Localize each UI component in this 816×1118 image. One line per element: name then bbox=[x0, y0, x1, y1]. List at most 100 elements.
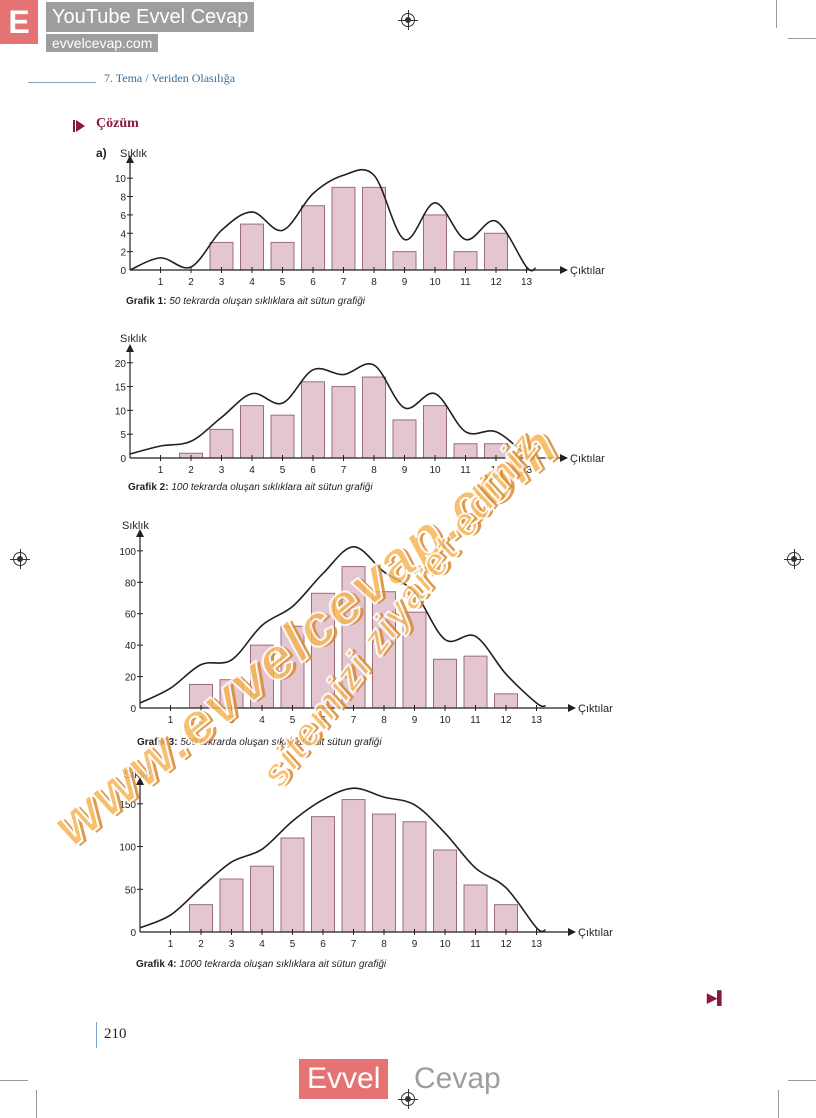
bar-6 bbox=[311, 816, 335, 933]
trend-curve bbox=[129, 363, 536, 458]
y-tick-label: 0 bbox=[130, 704, 136, 715]
x-tick-label: 5 bbox=[280, 277, 286, 288]
caption-label: Grafik 4: bbox=[136, 959, 177, 970]
x-axis-label: Çıktılar bbox=[578, 703, 613, 715]
caption-text: 100 tekrarda oluşan sıklıklara ait sütun… bbox=[171, 482, 373, 493]
x-tick-label: 11 bbox=[470, 715, 481, 726]
bar-3 bbox=[219, 679, 244, 709]
x-tick-label: 9 bbox=[412, 939, 418, 950]
bar-7 bbox=[341, 566, 366, 709]
x-tick-label: 12 bbox=[490, 465, 502, 476]
x-tick-label: 8 bbox=[371, 277, 377, 288]
x-tick-label: 12 bbox=[500, 715, 512, 726]
bar-11 bbox=[463, 655, 488, 709]
x-tick-label: 3 bbox=[219, 465, 225, 476]
bar-4 bbox=[240, 223, 264, 271]
x-tick-label: 7 bbox=[351, 939, 357, 950]
bar-7 bbox=[331, 386, 356, 459]
y-tick-label: 20 bbox=[125, 673, 137, 684]
bar-11 bbox=[463, 884, 488, 933]
page-number: 210 bbox=[104, 1026, 127, 1042]
y-axis-arrow-icon bbox=[136, 777, 144, 785]
bar-8 bbox=[372, 591, 396, 709]
x-tick-label: 5 bbox=[290, 939, 296, 950]
bar-12 bbox=[484, 232, 508, 271]
crop-mark bbox=[0, 1080, 28, 1081]
y-tick-label: 10 bbox=[115, 406, 127, 417]
x-tick-label: 9 bbox=[402, 277, 408, 288]
x-tick-label: 6 bbox=[320, 939, 326, 950]
bar-6 bbox=[301, 381, 325, 459]
y-tick-label: 6 bbox=[120, 211, 126, 222]
registration-mark-icon bbox=[398, 10, 418, 30]
crop-mark bbox=[36, 1090, 37, 1118]
caption-label: Grafik 3: bbox=[137, 737, 178, 748]
x-tick-label: 13 bbox=[531, 715, 543, 726]
x-tick-label: 11 bbox=[470, 939, 481, 950]
chart-caption: Grafik 4: 1000 tekrarda oluşan sıklıklar… bbox=[136, 959, 386, 970]
x-axis-label: Çıktılar bbox=[578, 927, 613, 939]
x-tick-label: 7 bbox=[341, 277, 347, 288]
x-tick-label: 11 bbox=[460, 465, 471, 476]
next-page-icon[interactable]: ▶▌ bbox=[707, 990, 727, 1005]
x-tick-label: 10 bbox=[429, 277, 441, 288]
x-tick-label: 8 bbox=[381, 939, 387, 950]
x-tick-label: 9 bbox=[412, 715, 418, 726]
y-tick-label: 15 bbox=[115, 383, 127, 394]
x-tick-label: 13 bbox=[521, 465, 533, 476]
chart-caption: Grafik 3: 500 tekrarda oluşan sıklıklara… bbox=[137, 737, 382, 748]
bar-10 bbox=[423, 405, 447, 459]
y-tick-label: 8 bbox=[120, 193, 126, 204]
bar-5 bbox=[280, 837, 305, 933]
crop-mark bbox=[776, 0, 777, 28]
bar-3 bbox=[219, 878, 244, 933]
registration-mark-icon bbox=[784, 549, 804, 569]
page-number-rule bbox=[96, 1022, 97, 1048]
y-tick-label: 100 bbox=[119, 843, 136, 854]
y-tick-label: 5 bbox=[120, 430, 126, 441]
bar-4 bbox=[240, 405, 264, 459]
x-tick-label: 4 bbox=[249, 465, 255, 476]
bar-7 bbox=[331, 186, 356, 271]
crop-mark bbox=[788, 38, 816, 39]
bar-5 bbox=[270, 414, 295, 459]
caption-label: Grafik 1: bbox=[126, 296, 167, 307]
x-axis-arrow-icon bbox=[568, 704, 576, 712]
y-tick-label: 50 bbox=[125, 885, 137, 896]
bar-4 bbox=[250, 644, 274, 709]
x-tick-label: 1 bbox=[168, 939, 174, 950]
x-tick-label: 13 bbox=[521, 277, 533, 288]
bar-2 bbox=[189, 683, 213, 709]
x-tick-label: 7 bbox=[341, 465, 347, 476]
y-tick-label: 60 bbox=[125, 610, 137, 621]
x-tick-label: 5 bbox=[280, 465, 286, 476]
x-tick-label: 4 bbox=[249, 277, 255, 288]
y-axis-label: Sıklık bbox=[120, 333, 147, 345]
x-axis-arrow-icon bbox=[568, 928, 576, 936]
x-tick-label: 9 bbox=[402, 465, 408, 476]
header-rule bbox=[28, 82, 96, 83]
bar-12 bbox=[494, 904, 518, 933]
registration-mark-icon bbox=[10, 549, 30, 569]
x-tick-label: 5 bbox=[290, 715, 296, 726]
y-tick-label: 2 bbox=[120, 248, 126, 259]
x-axis-label: Çıktılar bbox=[570, 265, 605, 277]
bar-2 bbox=[189, 904, 213, 933]
x-tick-label: 2 bbox=[188, 277, 194, 288]
x-tick-label: 3 bbox=[219, 277, 225, 288]
unit-title: 7. Tema / Veriden Olasılığa bbox=[104, 71, 236, 85]
x-tick-label: 13 bbox=[531, 939, 543, 950]
registration-mark-icon bbox=[398, 1089, 418, 1109]
x-tick-label: 1 bbox=[158, 277, 164, 288]
y-axis-label: Sıklık bbox=[124, 769, 151, 781]
y-tick-label: 80 bbox=[125, 578, 137, 589]
x-tick-label: 1 bbox=[168, 715, 174, 726]
y-axis-arrow-icon bbox=[126, 155, 134, 163]
bar-8 bbox=[362, 376, 386, 459]
y-tick-label: 4 bbox=[120, 229, 126, 240]
bar-3 bbox=[209, 428, 234, 459]
bar-10 bbox=[423, 214, 447, 271]
